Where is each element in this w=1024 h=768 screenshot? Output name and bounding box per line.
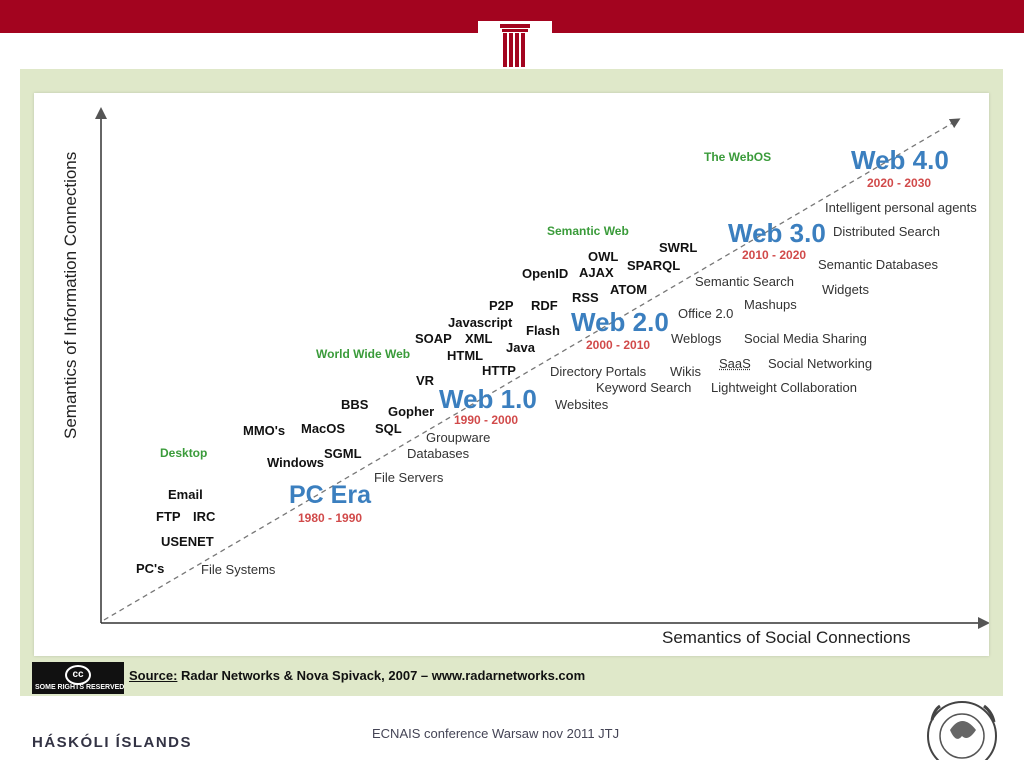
tech-xml: XML (465, 331, 493, 346)
tech-irc: IRC (193, 509, 216, 524)
tech-macos: MacOS (301, 421, 346, 436)
tech-usenet: USENET (161, 534, 214, 549)
tech-sparql: SPARQL (627, 258, 681, 273)
era-pc-years: 1980 - 1990 (298, 511, 363, 525)
tech-sql: SQL (375, 421, 402, 436)
era-web1: Web 1.0 (439, 384, 537, 414)
app-social-media-sharing: Social Media Sharing (744, 331, 867, 346)
tech-vr: VR (416, 373, 435, 388)
tech-atom: ATOM (610, 282, 648, 297)
tech-ajax: AJAX (579, 265, 614, 280)
era-web4-years: 2020 - 2030 (867, 176, 932, 190)
tech-sgml: SGML (324, 446, 362, 461)
app-weblogs: Weblogs (671, 331, 722, 346)
app-widgets: Widgets (822, 282, 869, 297)
app-social-networking: Social Networking (768, 356, 873, 371)
tech-pcs: PC's (136, 561, 165, 576)
app-saas: SaaS (719, 356, 751, 371)
app-wikis: Wikis (670, 364, 702, 379)
tech-p2p: P2P (489, 298, 514, 313)
category-desktop: Desktop (160, 446, 208, 460)
source-text: Radar Networks & Nova Spivack, 2007 – ww… (181, 668, 586, 683)
app-semantic-search: Semantic Search (695, 274, 794, 289)
app-databases: Databases (407, 446, 470, 461)
tech-javascript: Javascript (448, 315, 513, 330)
era-web1-years: 1990 - 2000 (454, 413, 519, 427)
tech-ftp: FTP (156, 509, 181, 524)
app-semantic-databases: Semantic Databases (818, 257, 938, 272)
era-web3-years: 2010 - 2020 (742, 248, 807, 262)
license-text: SOME RIGHTS RESERVED (35, 684, 125, 691)
pillars-icon (500, 24, 530, 67)
tech-windows: Windows (267, 455, 324, 470)
conference-footer: ECNAIS conference Warsaw nov 2011 JTJ (372, 726, 620, 741)
app-file-systems: File Systems (201, 562, 276, 577)
cc-license-badge: cc SOME RIGHTS RESERVED (32, 662, 124, 694)
tech-owl: OWL (588, 249, 619, 264)
app-intelligent-agents: Intelligent personal agents (825, 200, 977, 215)
tech-rdf: RDF (531, 298, 558, 313)
y-axis-label: Semantics of Information Connections (61, 151, 80, 439)
app-file-servers: File Servers (374, 470, 444, 485)
tech-mmos: MMO's (243, 423, 286, 438)
trend-line (103, 118, 961, 621)
category-www: World Wide Web (316, 347, 411, 361)
category-semantic-web: Semantic Web (547, 224, 629, 238)
tech-openid: OpenID (522, 266, 569, 281)
tech-http: HTTP (482, 363, 516, 378)
era-web4: Web 4.0 (851, 145, 949, 175)
tech-bbs: BBS (341, 397, 369, 412)
app-distributed-search: Distributed Search (833, 224, 940, 239)
creative-commons-icon: cc (65, 665, 91, 685)
web-evolution-diagram: Semantics of Information Connections Sem… (34, 93, 989, 656)
tech-java: Java (506, 340, 535, 355)
app-mashups: Mashups (744, 297, 797, 312)
app-websites: Websites (555, 397, 609, 412)
era-web2: Web 2.0 (571, 307, 669, 337)
tech-html: HTML (447, 348, 484, 363)
diagram-canvas (95, 107, 989, 629)
x-axis-label: Semantics of Social Connections (662, 628, 911, 647)
tech-flash: Flash (526, 323, 560, 338)
university-name: HÁSKÓLI ÍSLANDS (32, 734, 193, 751)
university-logo (478, 21, 552, 69)
category-webos: The WebOS (704, 150, 772, 164)
university-seal-icon (927, 701, 997, 760)
era-web2-years: 2000 - 2010 (586, 338, 651, 352)
tech-soap: SOAP (415, 331, 452, 346)
tech-gopher: Gopher (388, 404, 435, 419)
app-keyword-search: Keyword Search (596, 380, 692, 395)
source-credit: Source: Radar Networks & Nova Spivack, 2… (129, 668, 585, 683)
app-office-2-0: Office 2.0 (678, 306, 734, 321)
app-directory-portals: Directory Portals (550, 364, 647, 379)
tech-email: Email (168, 487, 203, 502)
tech-swrl: SWRL (659, 240, 698, 255)
era-pc: PC Era (289, 481, 371, 509)
era-web3: Web 3.0 (728, 218, 826, 248)
source-label: Source: (129, 668, 178, 683)
app-lightweight-collaboration: Lightweight Collaboration (711, 380, 857, 395)
app-groupware: Groupware (426, 430, 491, 445)
tech-rss: RSS (572, 290, 599, 305)
